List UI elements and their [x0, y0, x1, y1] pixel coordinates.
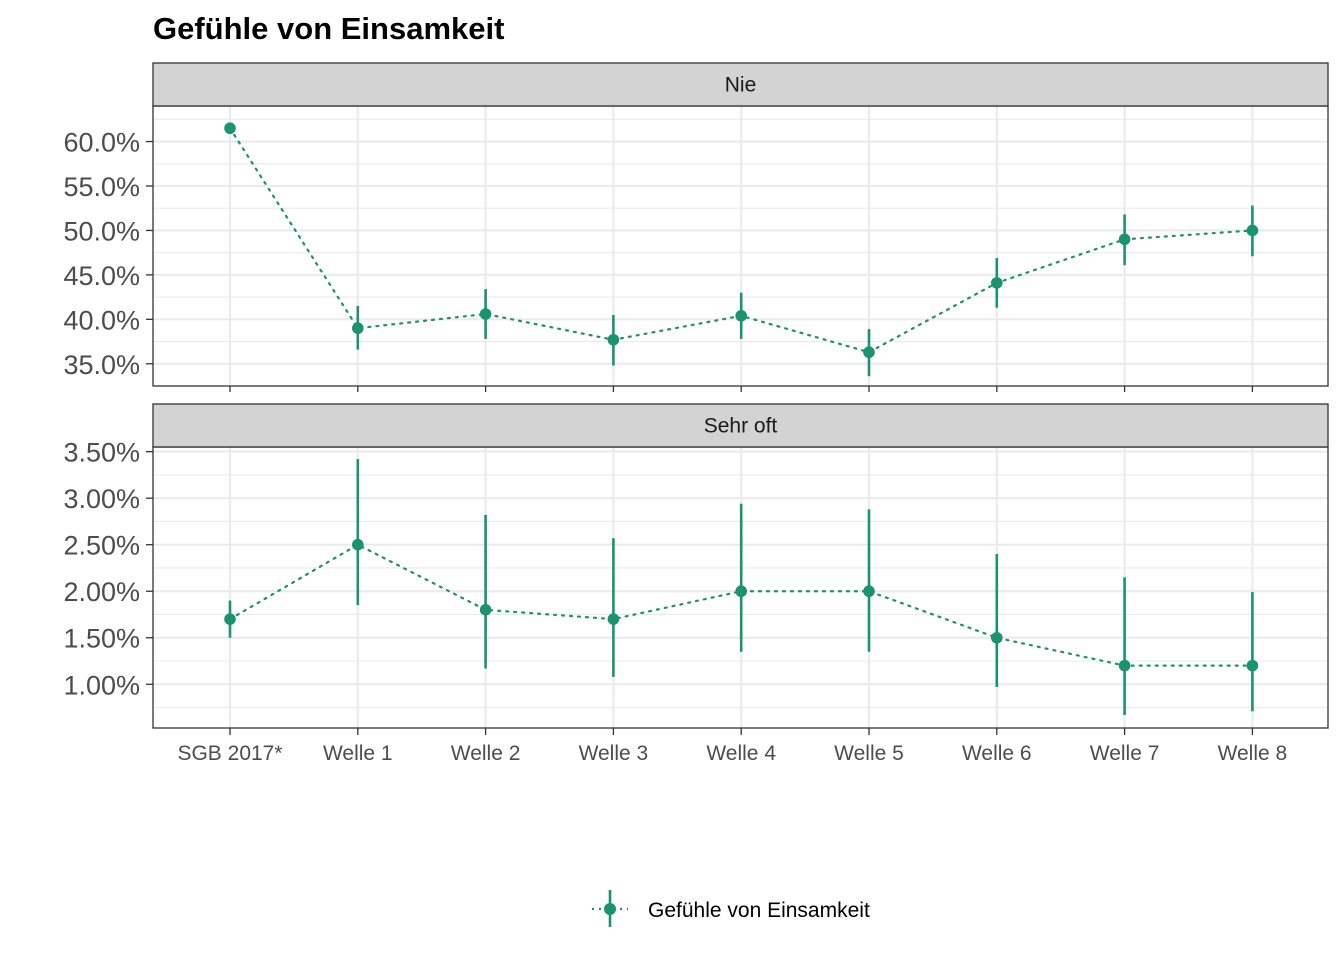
facet-panel-1: Nie 35.0% 40.0% 45.0% 50.0% 55.0% 60.0% — [63, 62, 1329, 387]
y-tick-label: 45.0% — [63, 261, 140, 291]
data-point — [352, 322, 364, 335]
facet-strip — [152, 62, 1329, 107]
data-point — [1118, 233, 1131, 246]
y-tick-label: 35.0% — [63, 350, 140, 380]
facet-strip-label: Nie — [725, 74, 757, 97]
y-tick-label: 1.00% — [63, 670, 140, 700]
data-point — [479, 604, 492, 616]
x-tick-label: SGB 2017* — [177, 742, 282, 765]
x-tick-label: Welle 5 — [834, 742, 904, 765]
x-tick-label: Welle 7 — [1090, 742, 1160, 765]
data-point — [991, 277, 1003, 289]
x-axis: SGB 2017* Welle 1 Welle 2 Welle 3 Welle 4 Wel… — [177, 386, 1287, 765]
data-point — [735, 585, 747, 598]
data-point — [991, 631, 1003, 644]
x-tick-label: Welle 3 — [579, 742, 649, 765]
y-tick-label: 2.50% — [63, 531, 140, 561]
legend-point-key — [604, 903, 616, 915]
y-tick-label: 40.0% — [63, 305, 140, 335]
facet-panel-2: Sehr oft 1.00% 1.50% 2.00% 2.50% 3.00% 3.50% — [63, 403, 1329, 729]
y-tick-label: 50.0% — [63, 216, 140, 246]
y-tick-label: 1.50% — [63, 624, 140, 654]
data-point — [1246, 659, 1259, 672]
data-point — [607, 613, 620, 625]
data-point — [863, 346, 875, 359]
data-point — [1246, 224, 1259, 237]
data-point — [224, 122, 236, 135]
x-tick-label: Welle 2 — [451, 742, 521, 765]
legend: Gefühle von Einsamkeit — [592, 890, 870, 927]
data-point — [479, 308, 492, 320]
facet-strip — [152, 403, 1329, 448]
legend-label: Gefühle von Einsamkeit — [648, 899, 870, 922]
y-tick-label: 60.0% — [63, 128, 140, 158]
data-point — [735, 309, 747, 322]
data-point — [224, 613, 236, 625]
x-tick-label: Welle 6 — [962, 742, 1032, 765]
y-tick-label: 3.00% — [63, 484, 140, 514]
y-tick-label: 3.50% — [63, 438, 140, 468]
x-tick-label: Welle 1 — [323, 742, 393, 765]
data-point — [863, 585, 875, 598]
data-point — [1118, 659, 1131, 672]
y-tick-label: 2.00% — [63, 577, 140, 607]
facet-strip-label: Sehr oft — [704, 415, 778, 438]
y-tick-label: 55.0% — [63, 172, 140, 202]
chart-panels: Nie 35.0% 40.0% 45.0% 50.0% 55.0% 60.0% Sehr of… — [63, 62, 1329, 729]
data-point — [607, 333, 620, 346]
x-tick-label: Welle 4 — [706, 742, 776, 765]
chart-title: Gefühle von Einsamkeit — [153, 11, 504, 46]
data-point — [352, 538, 364, 551]
x-tick-label: Welle 8 — [1218, 742, 1288, 765]
